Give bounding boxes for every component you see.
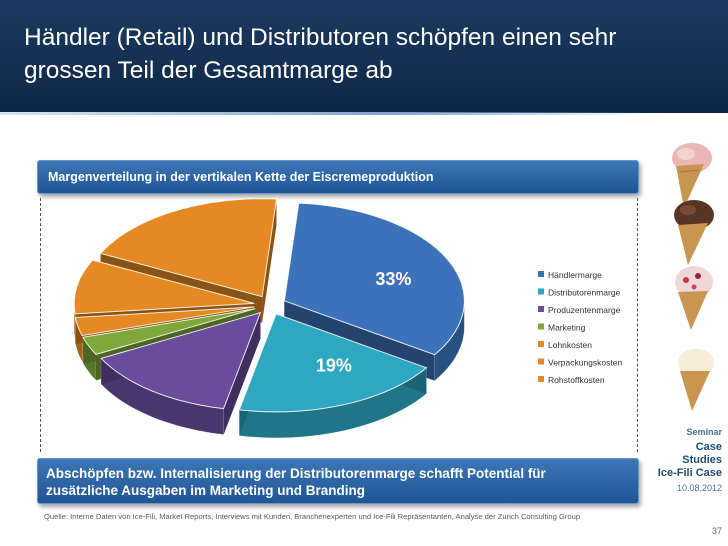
sidebar-date: 10.08.2012 [676,483,722,493]
ice-cream-cone-image-3 [675,266,713,330]
svg-text:Distributorenmarge: Distributorenmarge [548,288,621,298]
legend-item-2: Distributorenmarge [538,288,621,298]
data-label-2: 19% [316,356,352,376]
svg-text:Verpackungskosten: Verpackungskosten [548,358,622,368]
svg-text:Lohnkosten: Lohnkosten [548,340,592,350]
svg-text:Produzentenmarge: Produzentenmarge [548,305,621,315]
legend-item-3: Produzentenmarge [538,305,621,315]
conclusion-bar: Abschöpfen bzw. Internalisierung der Dis… [37,458,639,504]
legend-item-5: Lohnkosten [538,340,592,350]
chart-heading: Margenverteilung in der vertikalen Kette… [48,170,434,184]
legend-item-4: Marketing [538,323,586,333]
ice-cream-cone-image-1 [672,143,712,208]
ice-cream-cone-image-4 [678,349,714,411]
conclusion-text: Abschöpfen bzw. Internalisierung der Dis… [46,466,546,498]
svg-text:Marketing: Marketing [548,323,586,333]
ice-cream-cone-image-2 [674,200,714,265]
slide-title: Händler (Retail) und Distributoren schöp… [24,24,617,84]
svg-text:Rohstoffkosten: Rohstoffkosten [548,375,605,385]
legend-item-1: Händlermarge [538,270,602,280]
chart-frame [40,198,638,452]
legend-item-7: Rohstoffkosten [538,375,605,385]
sidebar-seminar: Seminar [686,427,722,437]
legend-item-6: Verpackungskosten [538,358,622,368]
sidebar-case-title: Case Studies Ice-Fili Case [657,441,722,479]
chart-heading-bar: Margenverteilung in der vertikalen Kette… [37,160,639,194]
slide-header: Händler (Retail) und Distributoren schöp… [0,0,728,113]
pie-slice-3 [100,311,262,435]
pie-slice-2 [238,313,428,439]
header-divider [0,112,652,115]
data-label-1: 33% [375,269,411,289]
page-number: 37 [711,526,722,536]
svg-text:Händlermarge: Händlermarge [548,270,602,280]
source-note: Quelle: Interne Daten von Ice-Fili, Mark… [44,512,581,521]
